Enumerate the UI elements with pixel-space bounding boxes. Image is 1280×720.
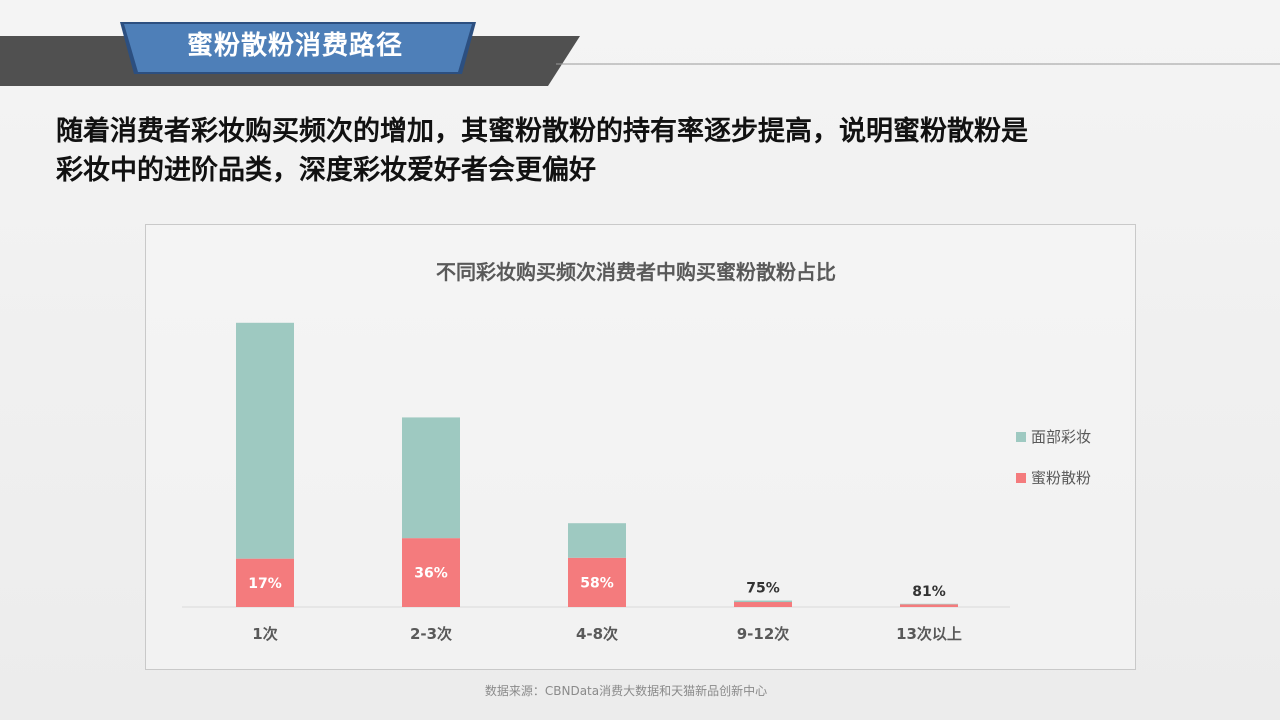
chart-panel: 不同彩妆购买频次消费者中购买蜜粉散粉占比 17% 36% 58% 75% 81% 1次 2… <box>145 224 1136 670</box>
legend-label-0: 面部彩妆 <box>1031 428 1091 446</box>
bar-face-2 <box>568 523 626 558</box>
legend-label-1: 蜜粉散粉 <box>1031 469 1091 487</box>
legend-swatch-0 <box>1016 432 1026 442</box>
x-tick-label-2: 4-8次 <box>576 625 618 643</box>
x-tick-label-4: 13次以上 <box>896 625 962 643</box>
bar-powder-4 <box>900 604 958 607</box>
bar-face-4 <box>900 603 958 605</box>
x-tick-label-1: 2-3次 <box>410 625 452 643</box>
legend-swatch-1 <box>1016 473 1026 483</box>
data-labels-group: 17% 36% 58% 75% 81% <box>248 566 946 600</box>
bar-powder-2 <box>568 557 626 607</box>
headline-line-2: 彩妆中的进阶品类，深度彩妆爱好者会更偏好 <box>56 155 596 186</box>
data-label-3: 75% <box>746 581 780 597</box>
x-tick-label-3: 9-12次 <box>737 625 790 643</box>
chart: 不同彩妆购买频次消费者中购买蜜粉散粉占比 17% 36% 58% 75% 81% 1次 2… <box>182 260 1091 643</box>
x-tick-labels-group: 1次 2-3次 4-8次 9-12次 13次以上 <box>252 625 962 643</box>
source-note: 数据来源：CBNData消费大数据和天猫新品创新中心 <box>484 684 768 698</box>
bar-face-0 <box>236 322 294 559</box>
data-label-0: 17% <box>248 576 282 592</box>
x-tick-label-0: 1次 <box>252 625 277 643</box>
bars-group <box>236 322 958 607</box>
bar-face-1 <box>402 417 460 539</box>
data-label-2: 58% <box>580 575 614 591</box>
headline: 随着消费者彩妆购买频次的增加，其蜜粉散粉的持有率逐步提高，说明蜜粉散粉是 彩妆中… <box>56 112 1236 190</box>
chart-title: 不同彩妆购买频次消费者中购买蜜粉散粉占比 <box>436 260 836 284</box>
headline-line-1: 随着消费者彩妆购买频次的增加，其蜜粉散粉的持有率逐步提高，说明蜜粉散粉是 <box>56 116 1028 147</box>
header-band <box>0 22 1280 86</box>
data-label-4: 81% <box>912 584 946 600</box>
bar-face-3 <box>734 600 792 603</box>
bar-powder-0 <box>236 558 294 607</box>
data-label-1: 36% <box>414 566 448 582</box>
page-title: 蜜粉散粉消费路径 <box>186 31 403 61</box>
bar-powder-1 <box>402 538 460 607</box>
bar-powder-3 <box>734 602 792 607</box>
